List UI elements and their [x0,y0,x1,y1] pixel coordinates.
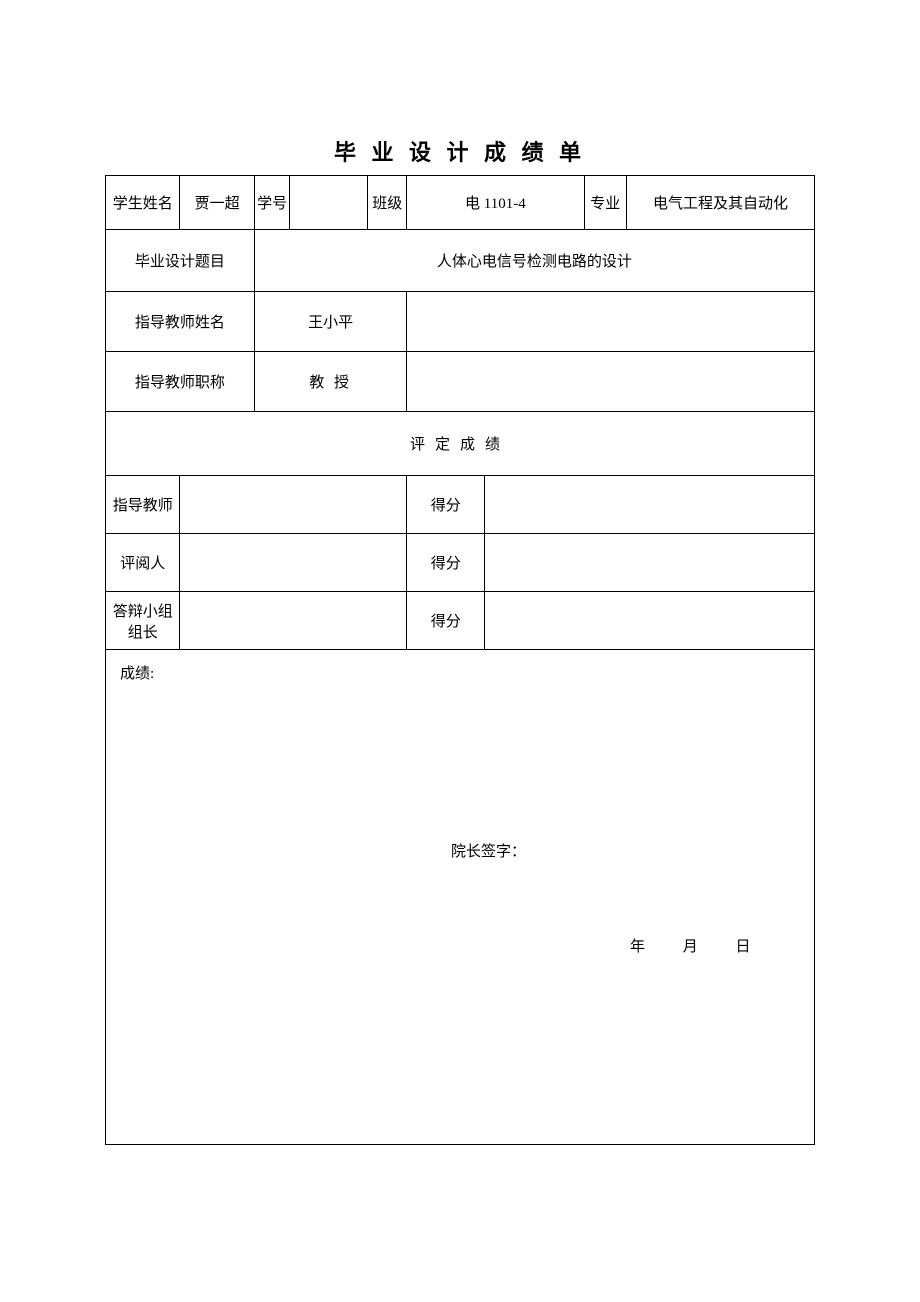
cell-student-id-label: 学号 [254,176,289,230]
row-topic: 毕业设计题目 人体心电信号检测电路的设计 [106,230,815,292]
date-day-label: 日 [736,939,754,955]
row-results: 成绩: 院长签字： 年 月 日 [106,650,815,1145]
cell-results: 成绩: 院长签字： 年 月 日 [106,650,815,1145]
date-month-label: 月 [683,939,701,955]
cell-advisor-title-label: 指导教师职称 [106,352,255,412]
row-advisor-title: 指导教师职称 教 授 [106,352,815,412]
cell-major-value: 电气工程及其自动化 [627,176,815,230]
cell-class-value: 电 1101-4 [407,176,584,230]
cell-student-name-value: 贾一超 [180,176,254,230]
cell-score-advisor-score-value [485,476,815,534]
cell-score-defense-label: 答辩小组组长 [106,592,180,650]
cell-score-reviewer-score-value [485,534,815,592]
row-score-advisor: 指导教师 得分 [106,476,815,534]
cell-advisor-name-value: 王小平 [254,292,406,352]
cell-student-id-value [290,176,368,230]
cell-score-advisor-label: 指导教师 [106,476,180,534]
cell-score-defense-score-value [485,592,815,650]
cell-section-header: 评定成绩 [106,412,815,476]
cell-advisor-name-blank [407,292,815,352]
page-title: 毕 业 设 计 成 绩 单 [105,135,815,167]
row-section-header: 评定成绩 [106,412,815,476]
cell-topic-value: 人体心电信号检测电路的设计 [254,230,814,292]
date-year-label: 年 [630,939,648,955]
cell-score-advisor-score-label: 得分 [407,476,485,534]
cell-score-reviewer-blank1 [180,534,407,592]
row-advisor-name: 指导教师姓名 王小平 [106,292,815,352]
cell-advisor-title-value: 教 授 [254,352,406,412]
cell-score-reviewer-label: 评阅人 [106,534,180,592]
date-line: 年 月 日 [616,935,768,956]
cell-advisor-name-label: 指导教师姓名 [106,292,255,352]
results-label: 成绩: [120,662,800,683]
cell-student-name-label: 学生姓名 [106,176,180,230]
cell-class-label: 班级 [368,176,407,230]
cell-topic-label: 毕业设计题目 [106,230,255,292]
row-student-info: 学生姓名 贾一超 学号 班级 电 1101-4 专业 电气工程及其自动化 [106,176,815,230]
cell-score-reviewer-score-label: 得分 [407,534,485,592]
row-score-reviewer: 评阅人 得分 [106,534,815,592]
cell-major-label: 专业 [584,176,627,230]
cell-score-advisor-blank1 [180,476,407,534]
cell-score-defense-blank1 [180,592,407,650]
row-score-defense: 答辩小组组长 得分 [106,592,815,650]
cell-advisor-title-blank [407,352,815,412]
grade-form-table: 学生姓名 贾一超 学号 班级 电 1101-4 专业 电气工程及其自动化 毕业设… [105,175,815,1145]
cell-score-defense-score-label: 得分 [407,592,485,650]
dean-signature-label: 院长签字： [451,840,526,861]
